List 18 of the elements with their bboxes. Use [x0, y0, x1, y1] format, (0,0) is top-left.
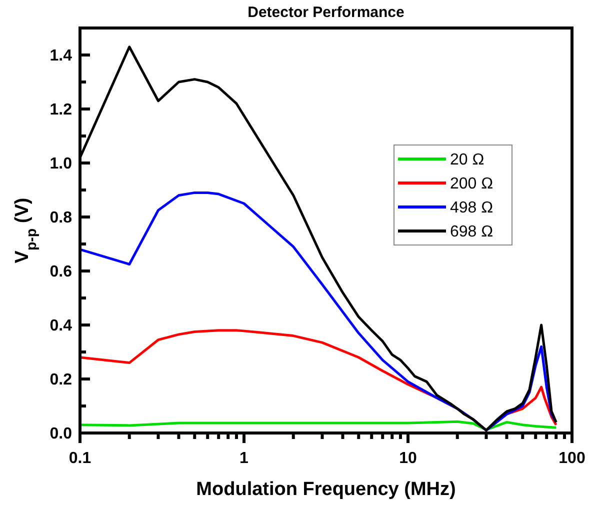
y-tick-label: 0.0: [50, 426, 72, 443]
x-tick-label: 100: [558, 450, 586, 467]
x-axis-title: Modulation Frequency (MHz): [196, 479, 456, 500]
legend-label: 200 Ω: [450, 176, 494, 193]
x-tick-label: 1: [240, 450, 249, 467]
y-tick-label: 1.0: [50, 156, 72, 173]
chart-title: Detector Performance: [248, 4, 404, 21]
y-tick-label: 0.4: [50, 318, 72, 335]
y-tick-label: 1.2: [50, 102, 72, 119]
legend-label: 20 Ω: [450, 152, 484, 169]
y-tick-label: 0.6: [50, 264, 72, 281]
x-tick-label: 10: [399, 450, 417, 467]
y-tick-label: 0.2: [50, 372, 72, 389]
y-tick-label: 0.8: [50, 210, 72, 227]
legend-label: 698 Ω: [450, 224, 494, 241]
x-tick-label: 0.1: [68, 450, 92, 467]
legend-label: 498 Ω: [450, 200, 494, 217]
y-tick-label: 1.4: [50, 48, 72, 65]
